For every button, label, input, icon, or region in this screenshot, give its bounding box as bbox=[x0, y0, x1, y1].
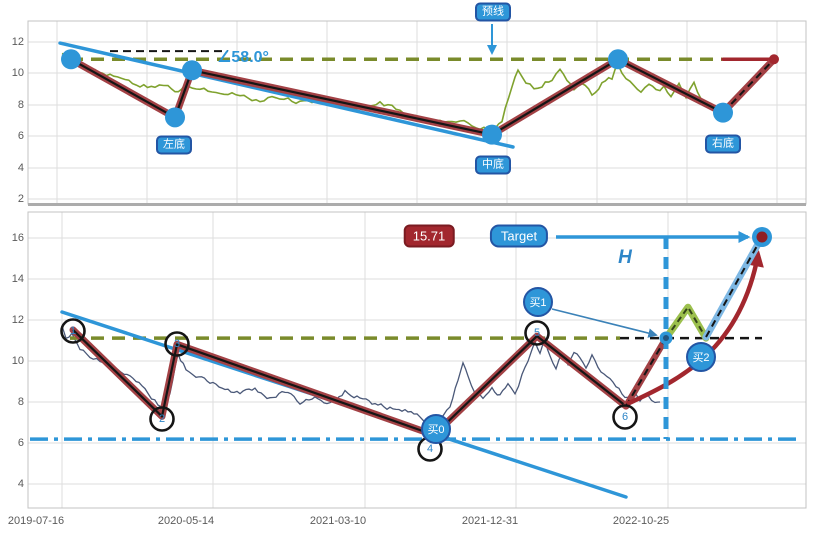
neckline-label: 预线 bbox=[475, 2, 511, 22]
buy2-badge: 买2 bbox=[686, 342, 716, 372]
middle-bottom-label: 中底 bbox=[475, 155, 511, 175]
top-trendline bbox=[58, 41, 515, 149]
buy1-pointer-arrow bbox=[551, 308, 658, 338]
left-bottom-label: 左底 bbox=[156, 135, 192, 155]
pivot-number: 1 bbox=[69, 325, 77, 337]
y-axis-tick: 12 bbox=[11, 36, 24, 48]
x-axis-tick: 2021-03-10 bbox=[309, 515, 367, 527]
angle-value-label: ∠58.0° bbox=[217, 49, 269, 66]
pivot-number: 3 bbox=[173, 338, 181, 350]
grid-and-axes bbox=[27, 20, 807, 509]
pivot-ring bbox=[149, 406, 175, 432]
y-axis-tick: 12 bbox=[11, 314, 24, 326]
y-axis-tick: 10 bbox=[11, 355, 24, 367]
pivot-ring bbox=[612, 404, 638, 430]
top-panel-series bbox=[58, 24, 779, 149]
pivot-dot bbox=[182, 60, 202, 81]
height-H-label: H bbox=[618, 247, 632, 268]
pivot-number: 4 bbox=[426, 443, 434, 455]
pivot-number: 2 bbox=[158, 413, 166, 425]
pivot-ring bbox=[60, 318, 86, 344]
pivot-ring bbox=[164, 331, 190, 357]
x-axis-tick: 2020-05-14 bbox=[157, 515, 215, 527]
y-axis-tick: 4 bbox=[17, 478, 24, 490]
buy0-badge: 买0 bbox=[421, 414, 451, 444]
y-axis-tick: 14 bbox=[11, 273, 24, 285]
pivot-number: 6 bbox=[621, 411, 629, 423]
y-axis-tick: 8 bbox=[17, 99, 24, 111]
pivot-ring bbox=[524, 320, 550, 346]
x-axis-tick: 2019-07-16 bbox=[7, 515, 65, 527]
pivot-dot bbox=[608, 49, 628, 70]
right-bottom-label: 右底 bbox=[705, 134, 741, 154]
y-axis-tick: 8 bbox=[17, 396, 24, 408]
pivot-dot bbox=[165, 107, 185, 128]
projection-end-dot bbox=[769, 54, 779, 65]
price-line-smoothed bbox=[61, 52, 716, 131]
y-axis-tick: 6 bbox=[17, 437, 24, 449]
pivot-dot bbox=[482, 124, 502, 145]
pivot-number: 5 bbox=[533, 327, 541, 339]
x-axis-tick: 2022-10-25 bbox=[612, 515, 670, 527]
bottom-panel-series bbox=[30, 227, 800, 499]
y-axis-tick: 16 bbox=[11, 232, 24, 244]
target-price-value: 15.71 bbox=[403, 224, 455, 248]
y-axis-tick: 2 bbox=[17, 193, 24, 205]
pivot-dot bbox=[61, 49, 81, 70]
y-axis-tick: 10 bbox=[11, 67, 24, 79]
pivot-dot bbox=[713, 102, 733, 123]
y-axis-tick: 4 bbox=[17, 162, 24, 174]
target-label: Target bbox=[489, 224, 549, 248]
x-axis-tick: 2021-12-31 bbox=[461, 515, 519, 527]
buy1-badge: 买1 bbox=[523, 287, 553, 317]
y-axis-tick: 6 bbox=[17, 130, 24, 142]
